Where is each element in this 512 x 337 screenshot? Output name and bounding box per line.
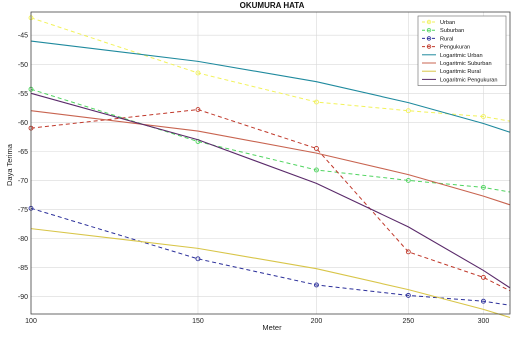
x-tick-label: 100 (25, 318, 37, 325)
series-logaritmic-rural (30, 228, 511, 319)
data-point (313, 99, 319, 105)
legend-label: Rural (440, 36, 453, 42)
legend-marker (426, 36, 432, 41)
data-point (480, 274, 486, 280)
series-line (30, 88, 511, 193)
chart-title: OKUMURA HATA (240, 1, 305, 10)
x-tick-label: 250 (402, 318, 414, 325)
legend-box (417, 15, 507, 86)
y-tick-label: -90 (18, 294, 28, 301)
series-line (30, 207, 511, 306)
series-line (30, 228, 511, 319)
series-logaritmic-pengukuran (30, 92, 511, 289)
legend-label: Logaritmic Pengukuran (440, 77, 498, 83)
data-point (313, 167, 319, 173)
legend: Urban Suburban Rural Pengukuran Logaritmic U… (417, 15, 507, 86)
legend-label: Urban (440, 20, 455, 26)
legend-label: Logaritmic Urban (440, 53, 483, 59)
data-point (480, 298, 486, 304)
series-line (30, 17, 511, 122)
y-tick-label: -75 (18, 207, 28, 214)
series-logaritmic-suburban (30, 110, 511, 206)
y-tick-label: -80 (18, 236, 28, 243)
legend-marker (426, 44, 432, 49)
x-axis-title: Meter (262, 323, 282, 332)
y-axis-title: Daya Terima (5, 143, 14, 186)
y-tick-label: -65 (18, 149, 28, 156)
y-tick-label: -85 (18, 265, 28, 272)
data-point (405, 108, 411, 114)
series (28, 15, 511, 319)
legend-marker (426, 19, 432, 25)
series-line (30, 110, 511, 206)
series-line (30, 92, 511, 289)
grid (30, 12, 510, 314)
data-point (195, 107, 201, 113)
legend-label: Logaritmic Suburban (440, 61, 492, 67)
data-point (195, 70, 201, 76)
data-point (405, 249, 411, 255)
y-tick-label: -45 (18, 33, 28, 40)
data-point (480, 184, 486, 190)
series-logaritmic-urban (30, 40, 511, 133)
legend-label: Suburban (440, 28, 464, 34)
y-tick-label: -50 (18, 62, 28, 69)
legend-label: Pengukuran (440, 45, 470, 51)
legend-label: Logaritmic Rural (440, 69, 481, 75)
plot-frame (30, 11, 511, 315)
data-point (480, 114, 486, 119)
data-point (405, 177, 411, 183)
y-tick-label: -55 (18, 91, 28, 98)
series-pengukuran (28, 107, 511, 292)
data-point (313, 282, 319, 288)
y-tick-label: -60 (18, 120, 28, 127)
tick-labels: 100 150 200 250 300 -45 -50 -55 -60 -65 -70 -75 -80 -… (18, 33, 489, 325)
x-tick-label: 150 (192, 318, 204, 325)
data-point (405, 292, 411, 298)
x-tick-label: 300 (478, 318, 490, 325)
series-line (30, 40, 511, 133)
y-tick-label: -70 (18, 178, 28, 185)
data-point (195, 256, 201, 262)
data-point (313, 146, 319, 151)
x-tick-label: 200 (311, 318, 323, 325)
series-suburban (28, 86, 511, 193)
series-rural (28, 205, 511, 306)
legend-marker (426, 28, 432, 33)
series-line (30, 109, 511, 292)
